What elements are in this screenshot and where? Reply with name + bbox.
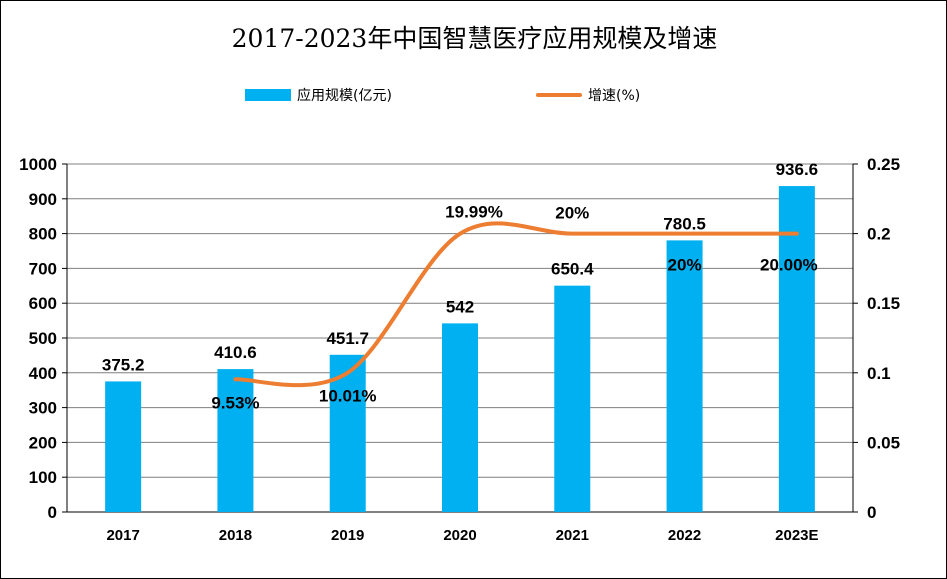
legend-bar-swatch bbox=[245, 89, 291, 101]
line-data-label: 10.01% bbox=[319, 387, 377, 406]
y-axis-tick-label: 600 bbox=[29, 294, 57, 313]
bar bbox=[105, 381, 142, 512]
bar-data-label: 410.6 bbox=[214, 343, 257, 362]
legend-item-bar-series: 应用规模(亿元) bbox=[245, 85, 392, 105]
x-axis-tick-label: 2021 bbox=[556, 527, 589, 544]
bar-data-label: 650.4 bbox=[551, 260, 594, 279]
line-data-label: 9.53% bbox=[211, 393, 259, 412]
x-axis-tick-label: 2018 bbox=[219, 527, 252, 544]
y2-axis-tick-label: 0.05 bbox=[867, 433, 900, 452]
bar bbox=[442, 323, 478, 512]
y2-axis-tick-label: 0.1 bbox=[867, 364, 891, 383]
bar-data-label: 451.7 bbox=[326, 329, 369, 348]
y-axis-tick-label: 0 bbox=[48, 503, 57, 522]
line-data-label: 20% bbox=[555, 204, 589, 223]
y-axis-tick-label: 800 bbox=[29, 225, 57, 244]
y2-axis-tick-label: 0 bbox=[867, 503, 876, 522]
legend-line-swatch bbox=[536, 93, 582, 97]
bar-data-label: 375.2 bbox=[102, 355, 145, 374]
x-axis-tick-label: 2020 bbox=[443, 527, 476, 544]
bar-data-label: 936.6 bbox=[776, 160, 819, 179]
growth-line bbox=[233, 221, 799, 388]
legend-line-label: 增速(%) bbox=[588, 88, 641, 104]
y2-axis-tick-label: 0.15 bbox=[867, 294, 900, 313]
line-data-label: 19.99% bbox=[445, 203, 503, 222]
line-data-label: 20% bbox=[668, 256, 702, 275]
x-axis-tick-label: 2023E bbox=[775, 527, 818, 544]
bar bbox=[554, 285, 591, 512]
y-axis-tick-label: 900 bbox=[29, 190, 57, 209]
bar bbox=[778, 186, 815, 512]
y2-axis-tick-label: 0.25 bbox=[867, 155, 900, 174]
x-axis-tick-label: 2022 bbox=[668, 527, 701, 544]
legend-bar-label: 应用规模(亿元) bbox=[297, 88, 392, 104]
x-axis-tick-label: 2017 bbox=[106, 527, 139, 544]
bar-data-label: 780.5 bbox=[663, 214, 706, 233]
y-axis-tick-label: 700 bbox=[29, 259, 57, 278]
x-axis-tick-label: 2019 bbox=[331, 527, 364, 544]
bar bbox=[329, 354, 366, 512]
y-axis-tick-label: 500 bbox=[29, 329, 57, 348]
line-data-label: 20.00% bbox=[760, 256, 818, 275]
y-axis-tick-label: 1000 bbox=[19, 155, 57, 174]
y-axis-tick-label: 300 bbox=[29, 399, 57, 418]
chart-title: 2017-2023年中国智慧医疗应用规模及增速 bbox=[231, 24, 718, 53]
y-axis-tick-label: 200 bbox=[29, 433, 57, 452]
bar bbox=[217, 369, 254, 512]
legend-item-line-series: 增速(%) bbox=[536, 85, 640, 105]
bar bbox=[666, 240, 703, 513]
bar-data-label: 542 bbox=[446, 297, 474, 316]
y2-axis-tick-label: 0.2 bbox=[867, 225, 891, 244]
y-axis-tick-label: 400 bbox=[29, 364, 57, 383]
y-axis-tick-label: 100 bbox=[29, 468, 57, 487]
